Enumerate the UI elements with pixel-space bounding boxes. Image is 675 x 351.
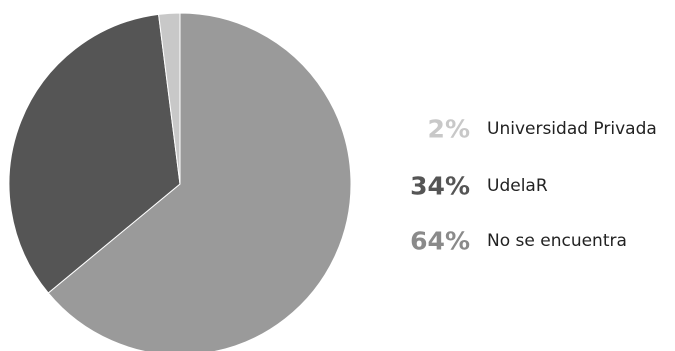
legend-percent: 64% xyxy=(410,227,470,256)
pie-slice-udelar xyxy=(8,13,181,294)
legend-item-udelar: 34% UdelaR xyxy=(410,172,548,201)
legend-item-no-se-encuentra: 64% No se encuentra xyxy=(410,227,627,256)
legend-percent: 34% xyxy=(410,172,470,201)
legend-label: UdelaR xyxy=(487,176,548,196)
pie-slices xyxy=(8,12,352,351)
legend-label: No se encuentra xyxy=(487,231,627,251)
legend: 2% Universidad Privada 34% UdelaR 64% No se e… xyxy=(410,115,657,256)
legend-percent: 2% xyxy=(428,115,470,144)
legend-item-universidad-privada: 2% Universidad Privada xyxy=(428,115,657,144)
pie-slice-no-se-encuentra xyxy=(47,12,352,351)
legend-label: Universidad Privada xyxy=(487,119,657,139)
pie-slice-universidad-privada xyxy=(158,12,181,185)
